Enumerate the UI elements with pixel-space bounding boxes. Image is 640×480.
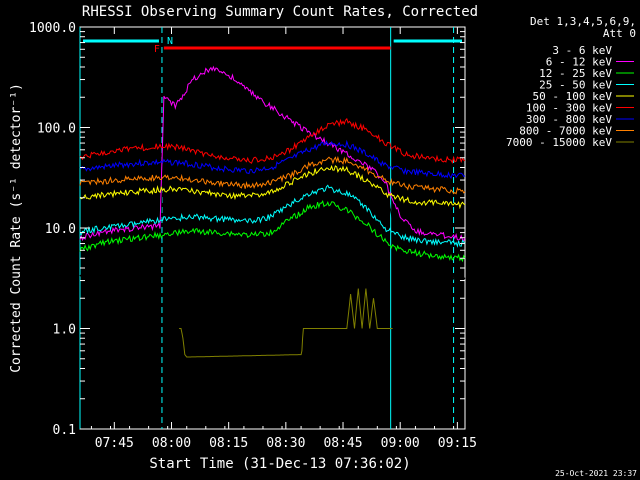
series-line-2	[79, 199, 466, 263]
y-tick-label-1: 1.0	[53, 323, 76, 338]
flag-label-0: F	[154, 44, 160, 55]
legend-label-3: 25 - 50 keV	[539, 79, 612, 92]
flag-label-1: N	[167, 36, 173, 47]
legend-label-6: 300 - 800 keV	[526, 113, 612, 126]
legend-label-0: 3 - 6 keV	[552, 44, 612, 57]
legend-label-1: 6 - 12 keV	[546, 56, 613, 69]
series-line-6	[79, 139, 466, 180]
series-line-3	[79, 184, 466, 248]
chart-title: RHESSI Observing Summary Count Rates, Co…	[82, 4, 478, 20]
timestamp: 25-Oct-2021 23:37	[555, 469, 637, 478]
y-axis-label: Corrected Count Rate (s⁻¹ detector⁻¹)	[9, 83, 24, 373]
x-tick-label-4: 08:45	[323, 436, 362, 451]
legend-label-2: 12 - 25 keV	[539, 67, 612, 80]
legend-label-8: 7000 - 15000 keV	[506, 136, 612, 149]
y-tick-label-3: 100.0	[37, 122, 76, 137]
plot-area: FN 07:45 08:00 08:15 08:30 08:45 09:00 09:15 0…	[29, 21, 477, 451]
x-tick-label-2: 08:15	[209, 436, 248, 451]
x-tick-label-0: 07:45	[95, 436, 134, 451]
series-line-8	[179, 288, 393, 358]
y-tick-label-4: 1000.0	[29, 21, 76, 36]
x-tick-label-5: 09:00	[381, 436, 420, 451]
x-tick-label-3: 08:30	[266, 436, 305, 451]
legend-title-line-1: Det 1,3,4,5,6,9,	[530, 15, 636, 28]
legend-label-5: 100 - 300 keV	[526, 102, 612, 115]
series-line-1	[79, 65, 466, 242]
legend-label-4: 50 - 100 keV	[533, 90, 613, 103]
y-tick-label-2: 10.0	[45, 222, 76, 237]
series-line-5	[79, 117, 466, 165]
y-tick-label-0: 0.1	[53, 423, 76, 438]
series-line-4	[79, 164, 466, 210]
legend-label-7: 800 - 7000 keV	[519, 125, 612, 138]
series-line-7	[79, 155, 466, 195]
x-axis-label: Start Time (31-Dec-13 07:36:02)	[149, 456, 410, 472]
x-tick-label-6: 09:15	[438, 436, 477, 451]
legend-title-line-2: Att 0	[603, 27, 636, 40]
x-tick-label-1: 08:00	[152, 436, 191, 451]
